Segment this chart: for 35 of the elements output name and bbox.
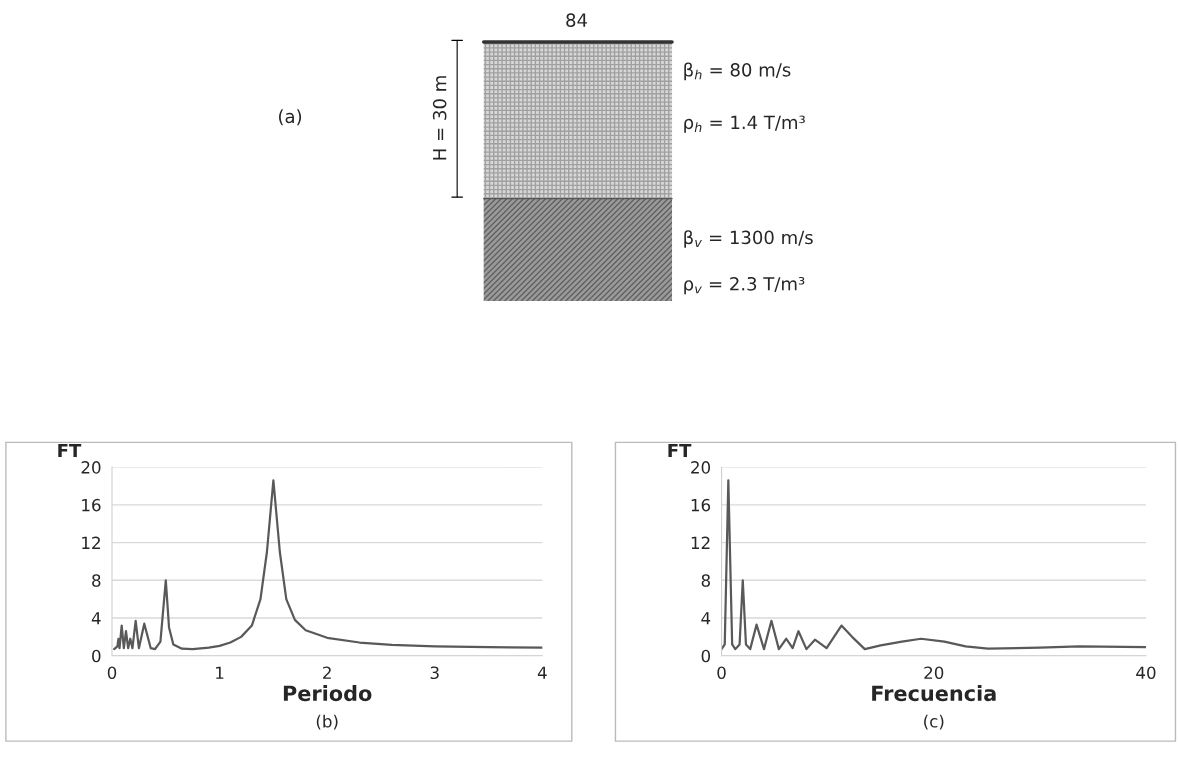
y-tick-label: 12: [82, 536, 100, 549]
y-tick-label: 0: [701, 649, 711, 663]
text: β$_{h}$ = 80 m/s: [684, 62, 791, 81]
y-tick-label: 8: [92, 574, 101, 587]
y-tick-label: 16: [82, 498, 101, 512]
text: H = 30 m: [432, 76, 447, 160]
x-axis-title: Periodo: [283, 685, 372, 702]
y-tick-label: 20: [691, 461, 711, 474]
y-tick-label: 16: [691, 498, 711, 512]
y-tick-label: 8: [701, 574, 710, 587]
text: β$_{v}$ = 1300 m/s: [684, 230, 813, 248]
x-tick-label: 2: [323, 666, 331, 679]
x-tick-label: 3: [430, 666, 439, 680]
x-axis-title: Frecuencia: [872, 685, 996, 702]
line-series: [721, 479, 1146, 651]
y-tick-label: 0: [92, 649, 101, 663]
text: 84: [566, 13, 588, 27]
x-tick-label: 20: [924, 666, 944, 680]
text: (b): [316, 714, 338, 730]
y-tick-label: 4: [701, 612, 711, 625]
y-axis-title: FT: [668, 443, 692, 458]
x-tick-label: 1: [216, 666, 224, 679]
x-tick-label: 0: [717, 666, 726, 680]
line-series: [113, 479, 543, 651]
text: ρ$_{h}$ = 1.4 T/m³: [684, 115, 805, 133]
x-tick-label: 0: [107, 666, 117, 680]
y-tick-label: 4: [91, 612, 101, 625]
y-axis-title: FT: [58, 443, 82, 458]
x-tick-label: 4: [537, 666, 547, 679]
text: ρ$_{v}$ = 2.3 T/m³: [684, 276, 805, 295]
text: (a): [279, 109, 302, 126]
y-tick-label: 12: [691, 536, 710, 549]
text: (c): [924, 714, 944, 730]
x-tick-label: 40: [1136, 666, 1156, 680]
y-tick-label: 20: [81, 461, 101, 474]
